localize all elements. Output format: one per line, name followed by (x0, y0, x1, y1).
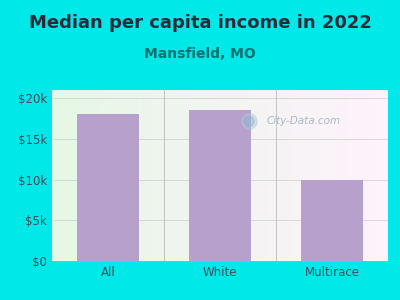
Text: Median per capita income in 2022: Median per capita income in 2022 (28, 14, 372, 32)
Text: Mansfield, MO: Mansfield, MO (144, 46, 256, 61)
Bar (77, 114, 139, 261)
Text: City-Data.com: City-Data.com (267, 116, 341, 126)
Bar (301, 180, 363, 261)
Bar (189, 110, 251, 261)
